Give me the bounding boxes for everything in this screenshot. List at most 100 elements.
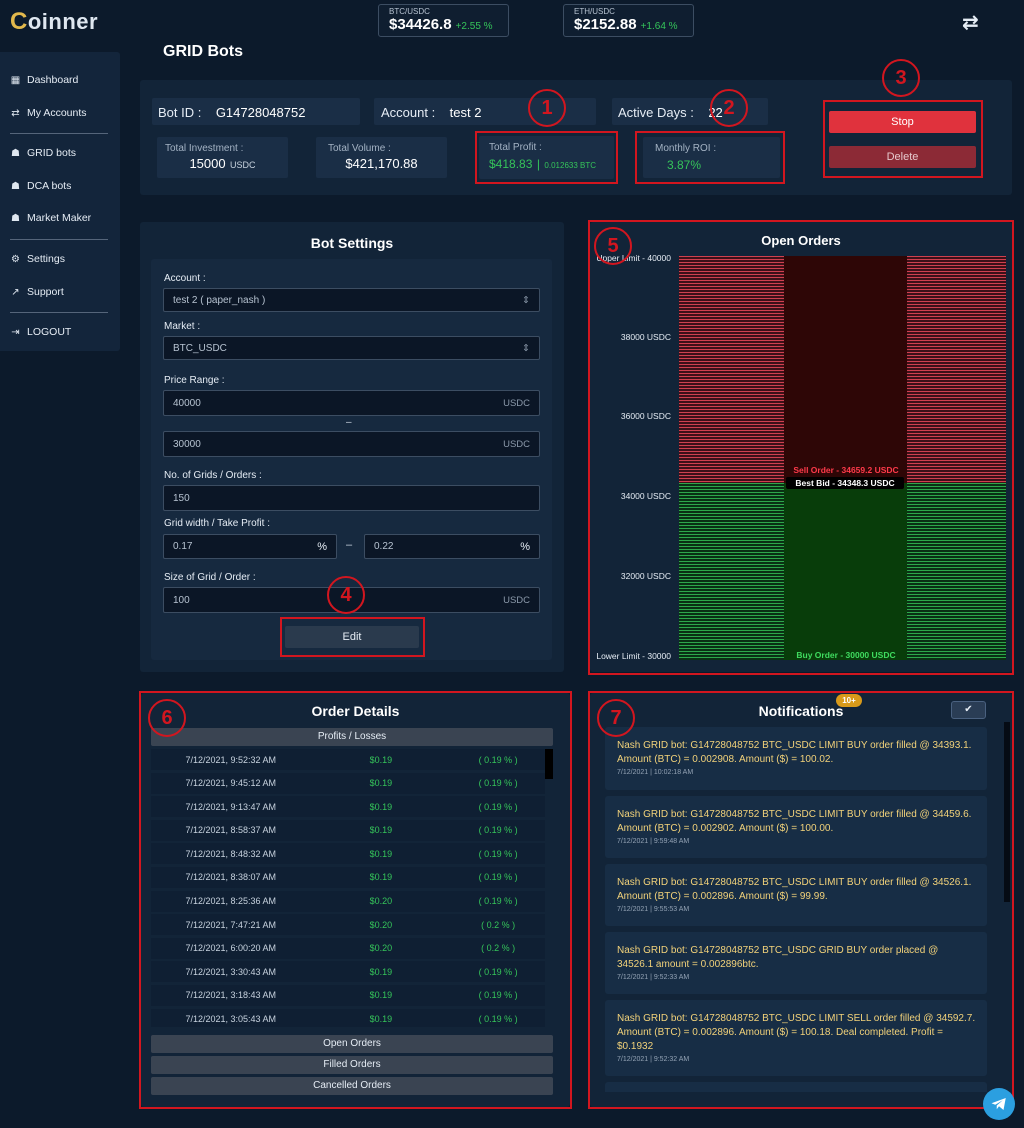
sidebar-item-label: Dashboard bbox=[27, 74, 79, 86]
price-upper-input[interactable]: 40000 USDC bbox=[163, 390, 540, 416]
buy-order-label: Buy Order - 30000 USDC bbox=[796, 650, 896, 660]
table-row: 7/12/2021, 3:05:43 AM $0.19 ( 0.19 % ) bbox=[151, 1008, 545, 1027]
edit-button[interactable]: Edit bbox=[285, 626, 419, 648]
order-profit-pct: ( 0.2 % ) bbox=[481, 943, 516, 954]
swap-arrows-icon[interactable]: ⇄ bbox=[962, 12, 979, 34]
ticker-eth-usdc: ETH/USDC $2152.88 +1.64 % bbox=[563, 4, 694, 37]
table-row: 7/12/2021, 3:30:43 AM $0.19 ( 0.19 % ) bbox=[151, 961, 545, 983]
take-profit-value: 0.22 bbox=[374, 541, 394, 552]
notification-item[interactable] bbox=[605, 1082, 987, 1092]
select-arrows-icon: ⇕ bbox=[522, 294, 530, 306]
marker-5: 5 bbox=[594, 227, 632, 265]
order-profit-pct: ( 0.19 % ) bbox=[478, 754, 518, 765]
notification-item[interactable]: Nash GRID bot: G14728048752 BTC_USDC GRI… bbox=[605, 932, 987, 994]
grid-width-input[interactable]: 0.17 % bbox=[163, 534, 337, 559]
size-label: Size of Grid / Order : bbox=[164, 572, 256, 583]
logout-icon: ⇥ bbox=[11, 326, 20, 338]
notification-message: Nash GRID bot: G14728048752 BTC_USDC LIM… bbox=[617, 740, 972, 765]
order-profit: $0.19 bbox=[369, 872, 393, 883]
delete-button[interactable]: Delete bbox=[829, 146, 976, 168]
double-check-icon: ✔ bbox=[964, 704, 973, 715]
monthly-roi-box: Monthly ROI : 3.87% bbox=[643, 137, 780, 178]
telegram-chat-button[interactable] bbox=[983, 1088, 1015, 1120]
account-select-value: test 2 ( paper_nash ) bbox=[173, 294, 266, 306]
order-time: 7/12/2021, 8:58:37 AM bbox=[185, 825, 277, 836]
account-select[interactable]: test 2 ( paper_nash ) ⇕ bbox=[163, 288, 540, 312]
ticker-change: +1.64 % bbox=[640, 21, 678, 32]
notification-timestamp: 7/12/2021 | 9:55:53 AM bbox=[617, 906, 690, 913]
order-list-scrollbar[interactable] bbox=[545, 749, 553, 779]
grids-input[interactable]: 150 bbox=[163, 485, 540, 511]
marker-2: 2 bbox=[710, 89, 748, 127]
external-link-icon: ↗ bbox=[11, 286, 20, 298]
grids-label: No. of Grids / Orders : bbox=[164, 470, 262, 481]
notification-item[interactable]: Nash GRID bot: G14728048752 BTC_USDC LIM… bbox=[605, 864, 987, 926]
active-days-label: Active Days : bbox=[618, 105, 694, 120]
price-upper-value: 40000 bbox=[173, 397, 201, 409]
tab-open-orders[interactable]: Open Orders bbox=[151, 1035, 553, 1053]
sidebar-item-dashboard[interactable]: ▦ Dashboard bbox=[10, 74, 79, 86]
total-profit-label: Total Profit : bbox=[489, 142, 542, 153]
notifications-scrollbar[interactable] bbox=[1004, 722, 1010, 902]
take-profit-input[interactable]: 0.22 % bbox=[364, 534, 540, 559]
notification-item[interactable]: Nash GRID bot: G14728048752 BTC_USDC LIM… bbox=[605, 727, 987, 790]
order-profit: $0.19 bbox=[369, 754, 393, 765]
notification-message: Nash GRID bot: G14728048752 BTC_USDC LIM… bbox=[617, 809, 972, 834]
notification-message: Nash GRID bot: G14728048752 BTC_USDC LIM… bbox=[617, 1013, 976, 1052]
open-orders-title: Open Orders bbox=[761, 233, 841, 248]
sidebar-item-support[interactable]: ↗ Support bbox=[10, 286, 63, 298]
total-investment-value: 15000 bbox=[189, 156, 226, 171]
table-row: 7/12/2021, 8:38:07 AM $0.19 ( 0.19 % ) bbox=[151, 866, 545, 888]
mark-all-read-button[interactable]: ✔ bbox=[951, 701, 986, 719]
order-time: 7/12/2021, 9:13:47 AM bbox=[185, 801, 277, 812]
total-profit-separator: | bbox=[536, 157, 540, 171]
upper-limit-label: Upper Limit - 40000 bbox=[596, 253, 671, 263]
ticker-pair: BTC/USDC bbox=[389, 7, 430, 16]
order-time: 7/12/2021, 9:52:32 AM bbox=[185, 754, 277, 765]
sidebar: ▦ Dashboard ⇄ My Accounts ☗ GRID bots ☗ DCA … bbox=[0, 52, 120, 351]
grid-dash: – bbox=[346, 539, 353, 551]
marker-6: 6 bbox=[148, 699, 186, 737]
notification-item[interactable]: Nash GRID bot: G14728048752 BTC_USDC LIM… bbox=[605, 796, 987, 858]
bot-id-box: Bot ID : G14728048752 bbox=[152, 98, 360, 125]
notification-timestamp: 7/12/2021 | 9:52:33 AM bbox=[617, 974, 690, 981]
account-field-label: Account : bbox=[164, 273, 206, 284]
order-profit-pct: ( 0.19 % ) bbox=[478, 966, 518, 977]
robot-icon: ☗ bbox=[11, 212, 20, 224]
stop-button[interactable]: Stop bbox=[829, 111, 976, 133]
market-select[interactable]: BTC_USDC ⇕ bbox=[163, 336, 540, 360]
telegram-icon bbox=[991, 1098, 1006, 1110]
range-dash: – bbox=[346, 417, 352, 428]
price-lower-input[interactable]: 30000 USDC bbox=[163, 431, 540, 457]
price-lower-unit: USDC bbox=[503, 438, 530, 450]
sidebar-item-grid-bots[interactable]: ☗ GRID bots bbox=[10, 147, 76, 159]
order-details-title: Order Details bbox=[311, 703, 400, 719]
tab-filled-orders[interactable]: Filled Orders bbox=[151, 1056, 553, 1074]
total-volume-label: Total Volume : bbox=[328, 143, 391, 154]
sidebar-item-label: DCA bots bbox=[27, 180, 72, 192]
table-row: 7/12/2021, 3:18:43 AM $0.19 ( 0.19 % ) bbox=[151, 984, 545, 1006]
sidebar-item-settings[interactable]: ⚙ Settings bbox=[10, 253, 65, 265]
marker-4: 4 bbox=[327, 576, 365, 614]
grid-width-pct: % bbox=[317, 540, 327, 553]
coinner-logo[interactable]: Coinner bbox=[10, 8, 98, 36]
grids-value: 150 bbox=[173, 492, 190, 504]
notification-item[interactable]: Nash GRID bot: G14728048752 BTC_USDC LIM… bbox=[605, 1000, 987, 1076]
notifications-title: Notifications bbox=[758, 703, 844, 719]
highlight-monthly-roi bbox=[635, 131, 785, 184]
total-volume-box: Total Volume : $421,170.88 bbox=[316, 137, 447, 178]
table-row: 7/12/2021, 8:48:32 AM $0.19 ( 0.19 % ) bbox=[151, 843, 545, 865]
sidebar-item-my-accounts[interactable]: ⇄ My Accounts bbox=[10, 107, 86, 119]
highlight-order-details bbox=[139, 691, 572, 1109]
order-time: 7/12/2021, 6:00:20 AM bbox=[185, 943, 277, 954]
sidebar-item-logout[interactable]: ⇥ LOGOUT bbox=[10, 326, 71, 338]
profits-losses-header: Profits / Losses bbox=[151, 728, 553, 746]
sidebar-item-dca-bots[interactable]: ☗ DCA bots bbox=[10, 180, 71, 192]
lower-limit-label: Lower Limit - 30000 bbox=[596, 651, 671, 661]
highlight-stop-delete bbox=[823, 100, 983, 178]
tab-cancelled-orders[interactable]: Cancelled Orders bbox=[151, 1077, 553, 1095]
order-profit-pct: ( 0.19 % ) bbox=[478, 801, 518, 812]
sidebar-item-market-maker[interactable]: ☗ Market Maker bbox=[10, 212, 91, 224]
y-tick-label: 34000 USDC bbox=[620, 491, 671, 501]
logo-text: oinner bbox=[27, 9, 99, 34]
